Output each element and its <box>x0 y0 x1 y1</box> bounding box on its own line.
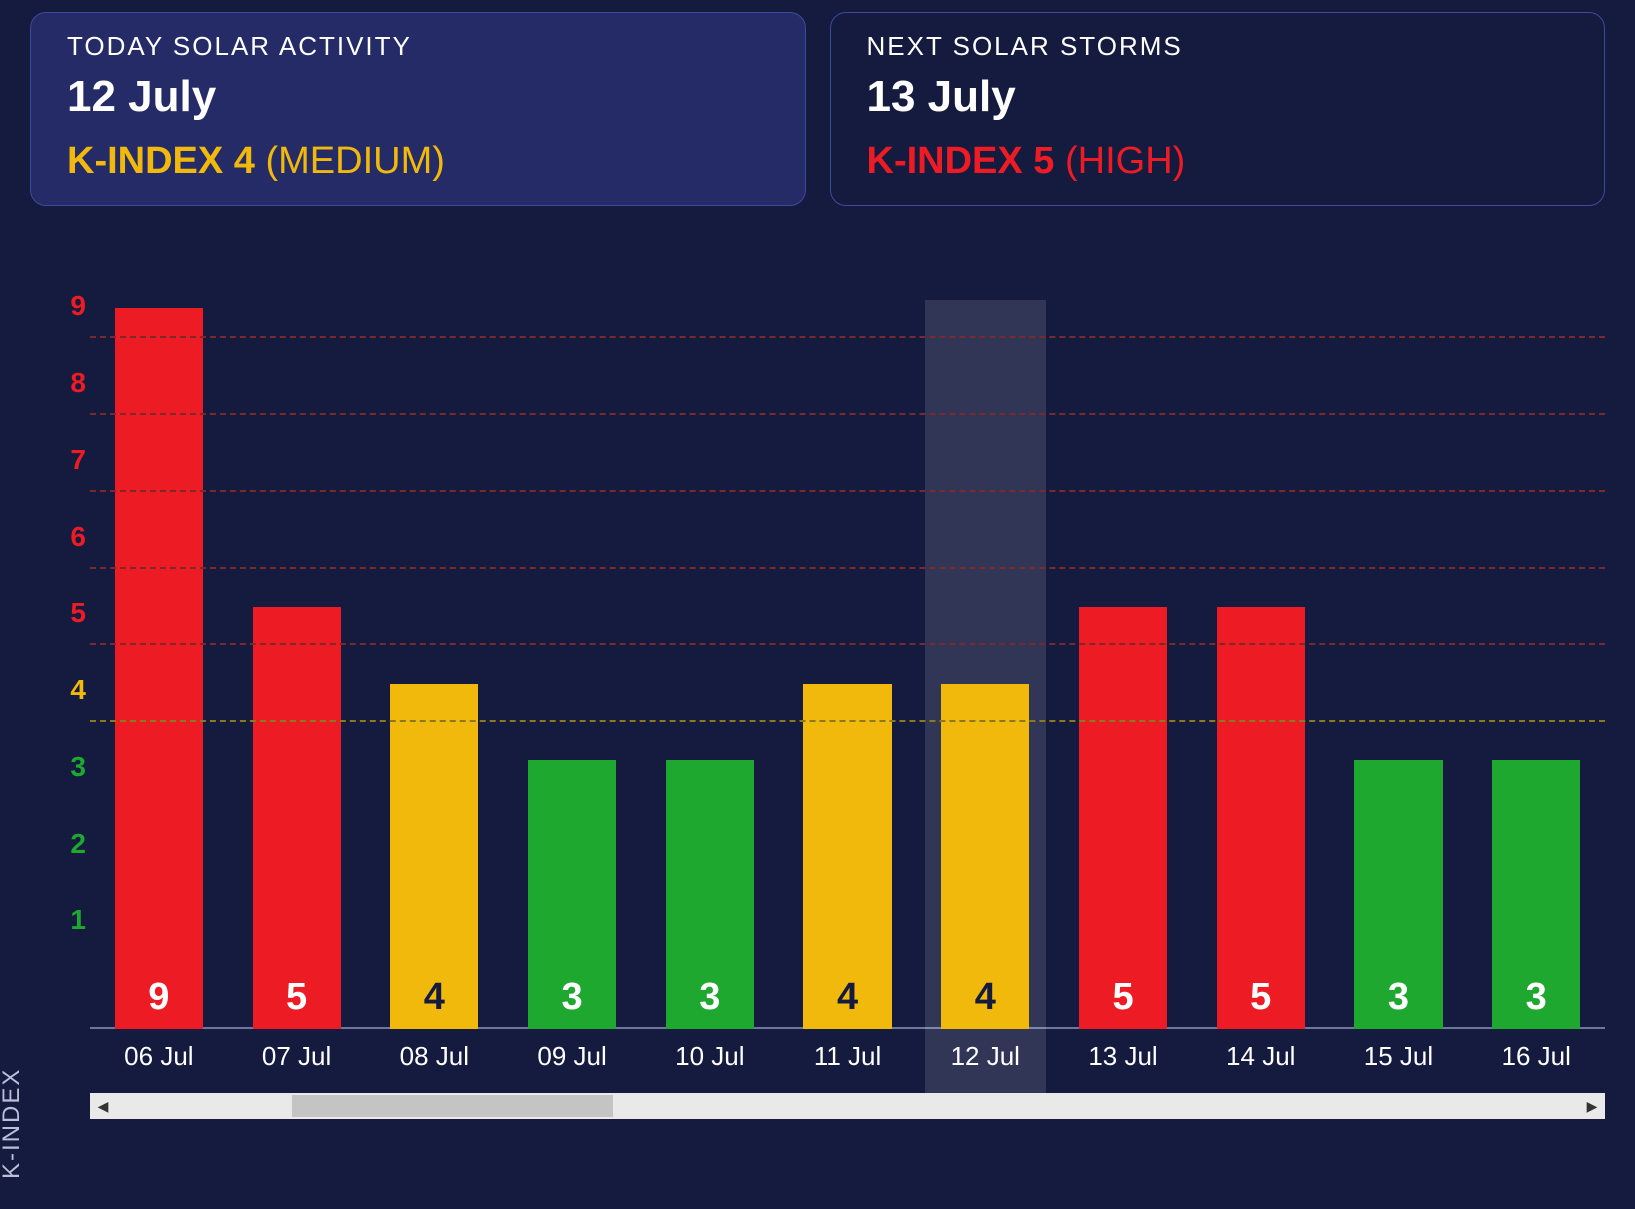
x-tick-label: 15 Jul <box>1330 1041 1468 1072</box>
x-tick-label: 16 Jul <box>1467 1041 1605 1072</box>
bar-value-label: 5 <box>1250 976 1271 1019</box>
gridline <box>90 720 1605 722</box>
card-today-kindex: K-INDEX 4 (MEDIUM) <box>67 140 769 183</box>
scroll-left-arrow-icon[interactable]: ◀ <box>90 1093 116 1119</box>
bar: 3 <box>666 760 754 1029</box>
bar: 5 <box>1217 607 1305 1029</box>
card-next-solar-storms: NEXT SOLAR STORMS 13 July K-INDEX 5 (HIG… <box>830 12 1606 206</box>
x-tick-label: 11 Jul <box>779 1041 917 1072</box>
x-tick-label: 13 Jul <box>1054 1041 1192 1072</box>
x-tick-label: 07 Jul <box>228 1041 366 1072</box>
bar: 5 <box>253 607 341 1029</box>
solar-activity-widget: TODAY SOLAR ACTIVITY 12 July K-INDEX 4 (… <box>0 0 1635 1209</box>
y-tick-label: 2 <box>56 828 86 860</box>
card-next-label: NEXT SOLAR STORMS <box>867 31 1569 62</box>
bar-value-label: 3 <box>699 976 720 1019</box>
y-tick-label: 6 <box>56 521 86 553</box>
x-tick-label: 06 Jul <box>90 1041 228 1072</box>
bar-column: 310 Jul <box>641 300 779 1029</box>
y-tick-label: 8 <box>56 367 86 399</box>
bar: 4 <box>803 684 891 1029</box>
card-next-kindex: K-INDEX 5 (HIGH) <box>867 140 1569 183</box>
gridline <box>90 643 1605 645</box>
card-next-date: 13 July <box>867 72 1569 122</box>
bar-column: 309 Jul <box>503 300 641 1029</box>
y-tick-label: 3 <box>56 751 86 783</box>
summary-cards: TODAY SOLAR ACTIVITY 12 July K-INDEX 4 (… <box>30 0 1605 206</box>
gridline <box>90 490 1605 492</box>
plot-area: 906 Jul507 Jul408 Jul309 Jul310 Jul411 J… <box>90 300 1605 1029</box>
bar-column: 411 Jul <box>779 300 917 1029</box>
bar: 3 <box>1492 760 1580 1029</box>
scrollbar-track[interactable] <box>116 1093 1579 1119</box>
y-axis-title: K-INDEX <box>0 1068 26 1179</box>
bar-column: 412 Jul <box>916 300 1054 1029</box>
y-tick-label: 7 <box>56 444 86 476</box>
bar-value-label: 4 <box>837 976 858 1019</box>
bar-column: 906 Jul <box>90 300 228 1029</box>
bar-column: 408 Jul <box>365 300 503 1029</box>
x-tick-label: 09 Jul <box>503 1041 641 1072</box>
bar: 4 <box>390 684 478 1029</box>
bar-value-label: 4 <box>424 976 445 1019</box>
y-tick-label: 1 <box>56 904 86 936</box>
x-tick-label: 14 Jul <box>1192 1041 1330 1072</box>
card-today-date: 12 July <box>67 72 769 122</box>
bar-value-label: 4 <box>975 976 996 1019</box>
bar-value-label: 3 <box>1388 976 1409 1019</box>
bar: 4 <box>941 684 1029 1029</box>
bar-column: 513 Jul <box>1054 300 1192 1029</box>
x-tick-label: 10 Jul <box>641 1041 779 1072</box>
bar-value-label: 3 <box>1526 976 1547 1019</box>
card-today-label: TODAY SOLAR ACTIVITY <box>67 31 769 62</box>
y-tick-label: 9 <box>56 290 86 322</box>
gridline <box>90 413 1605 415</box>
bar: 3 <box>528 760 616 1029</box>
x-tick-label: 08 Jul <box>365 1041 503 1072</box>
card-next-kindex-value: K-INDEX 5 <box>867 140 1055 182</box>
bar-value-label: 5 <box>286 976 307 1019</box>
bar: 9 <box>115 308 203 1029</box>
bar-column: 514 Jul <box>1192 300 1330 1029</box>
bar-column: 316 Jul <box>1467 300 1605 1029</box>
bar-value-label: 3 <box>562 976 583 1019</box>
y-tick-label: 5 <box>56 597 86 629</box>
bar-column: 315 Jul <box>1330 300 1468 1029</box>
horizontal-scrollbar[interactable]: ◀ ▶ <box>90 1093 1605 1119</box>
card-today-kindex-level: (MEDIUM) <box>265 140 444 182</box>
bar-value-label: 9 <box>148 976 169 1019</box>
scrollbar-thumb[interactable] <box>292 1095 614 1117</box>
bar-column: 507 Jul <box>228 300 366 1029</box>
x-tick-label: 12 Jul <box>916 1041 1054 1072</box>
bar-value-label: 5 <box>1112 976 1133 1019</box>
card-today-solar-activity: TODAY SOLAR ACTIVITY 12 July K-INDEX 4 (… <box>30 12 806 206</box>
gridline <box>90 336 1605 338</box>
bars-container: 906 Jul507 Jul408 Jul309 Jul310 Jul411 J… <box>90 300 1605 1029</box>
bar: 5 <box>1079 607 1167 1029</box>
card-next-kindex-level: (HIGH) <box>1065 140 1185 182</box>
bar: 3 <box>1354 760 1442 1029</box>
kindex-chart: K-INDEX 906 Jul507 Jul408 Jul309 Jul310 … <box>30 300 1605 1149</box>
y-tick-label: 4 <box>56 674 86 706</box>
card-today-kindex-value: K-INDEX 4 <box>67 140 255 182</box>
gridline <box>90 567 1605 569</box>
scroll-right-arrow-icon[interactable]: ▶ <box>1579 1093 1605 1119</box>
